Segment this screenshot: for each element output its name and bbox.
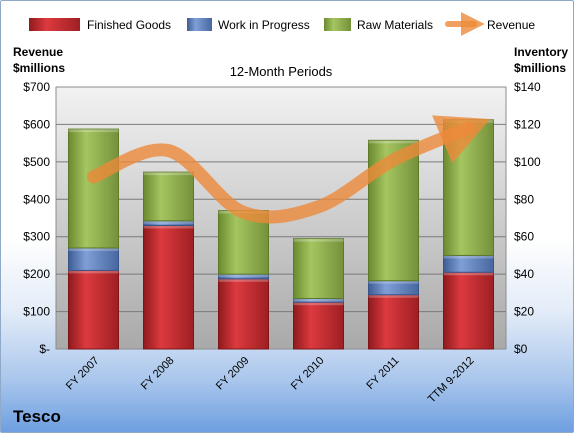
bar-raw-materials xyxy=(293,238,344,299)
left-tick-label: $- xyxy=(39,342,50,356)
bar-raw-materials xyxy=(68,128,119,249)
bar-raw-materials-cap xyxy=(293,238,344,242)
right-axis-title-line2: $millions xyxy=(514,61,566,75)
bar-finished-goods-cap xyxy=(368,294,419,298)
left-tick-label: $100 xyxy=(23,305,50,319)
chart-subtitle: 12-Month Periods xyxy=(230,64,333,79)
left-tick-label: $300 xyxy=(23,230,50,244)
bar-raw-materials-cap xyxy=(368,140,419,144)
left-tick-label: $400 xyxy=(23,192,50,206)
bar-raw-materials-cap xyxy=(143,172,194,176)
bar-finished-goods-cap xyxy=(218,278,269,282)
bar-work-in-progress-cap xyxy=(143,220,194,224)
bar-raw-materials-cap xyxy=(68,129,119,133)
bar-finished-goods-cap xyxy=(143,225,194,229)
right-tick-label: $40 xyxy=(514,267,534,281)
right-tick-label: $120 xyxy=(514,117,541,131)
left-tick-label: $700 xyxy=(23,80,50,94)
bar-finished-goods-cap xyxy=(68,270,119,274)
legend-item-raw-materials: Raw Materials xyxy=(324,18,433,32)
bar-raw-materials xyxy=(143,171,194,222)
left-tick-label: $500 xyxy=(23,155,50,169)
bar-finished-goods xyxy=(368,294,419,350)
left-axis-title-line2: $millions xyxy=(13,61,65,75)
bar-work-in-progress-cap xyxy=(293,298,344,302)
right-tick-label: $60 xyxy=(514,230,534,244)
legend-item-work-in-progress: Work in Progress xyxy=(187,18,310,32)
right-tick-label: $20 xyxy=(514,305,534,319)
x-axis-ticks: FY 2007 FY 2008 FY 2009 FY 2010 FY 2011 TTM 9… xyxy=(64,355,477,406)
left-tick-label: $200 xyxy=(23,267,50,281)
left-axis-ticks: $- $100 $200 $300 $400 $500 $600 $700 xyxy=(23,80,50,356)
bar-finished-goods-cap xyxy=(443,272,494,276)
right-tick-label: $140 xyxy=(514,80,541,94)
legend-label-work-in-progress: Work in Progress xyxy=(218,18,310,32)
bar-work-in-progress xyxy=(68,247,119,271)
x-tick-label: FY 2010 xyxy=(289,355,327,393)
legend-label-finished-goods: Finished Goods xyxy=(87,18,171,32)
legend-swatch-finished-goods xyxy=(29,18,80,31)
company-name: Tesco xyxy=(13,407,61,426)
bar-finished-goods xyxy=(68,269,119,350)
legend-label-raw-materials: Raw Materials xyxy=(357,18,433,32)
legend-swatch-raw-materials xyxy=(324,18,351,31)
left-tick-label: $600 xyxy=(23,117,50,131)
bar-work-in-progress-cap xyxy=(218,274,269,278)
bar-finished-goods xyxy=(218,278,269,350)
right-tick-label: $100 xyxy=(514,155,541,169)
right-tick-label: $0 xyxy=(514,342,528,356)
stacked-bars xyxy=(68,119,494,350)
legend-item-revenue: Revenue xyxy=(445,12,535,36)
bar-work-in-progress-cap xyxy=(368,280,419,284)
right-axis-title-line1: Inventory xyxy=(514,45,568,59)
legend-label-revenue: Revenue xyxy=(487,18,535,32)
revenue-line-path xyxy=(87,115,491,224)
left-axis-title-line1: Revenue xyxy=(13,45,63,59)
bar-work-in-progress-cap xyxy=(68,247,119,251)
bar-finished-goods-cap xyxy=(293,302,344,306)
x-tick-label: FY 2009 xyxy=(214,355,252,393)
legend-swatch-work-in-progress xyxy=(187,18,212,31)
x-tick-label: TTM 9-2012 xyxy=(426,355,477,406)
right-tick-label: $80 xyxy=(514,192,534,206)
gridlines xyxy=(56,123,506,313)
legend-item-finished-goods: Finished Goods xyxy=(29,18,171,32)
x-tick-label: FY 2011 xyxy=(364,355,401,392)
x-tick-label: FY 2007 xyxy=(64,355,102,393)
bar-finished-goods xyxy=(443,271,494,350)
bar-finished-goods xyxy=(293,301,344,350)
right-axis-ticks: $0 $20 $40 $60 $80 $100 $120 $140 xyxy=(514,80,541,356)
x-tick-label: FY 2008 xyxy=(139,355,177,393)
bar-finished-goods xyxy=(143,224,194,350)
legend: Finished Goods Work in Progress Raw Mate… xyxy=(29,12,535,36)
revenue-line xyxy=(87,115,491,224)
bar-work-in-progress-cap xyxy=(443,255,494,259)
